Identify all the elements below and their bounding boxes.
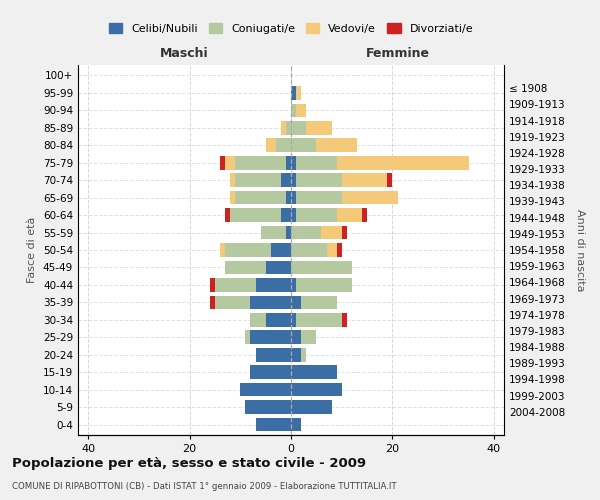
Bar [250, 366, 291, 379]
Bar [256, 418, 291, 432]
Bar [250, 330, 291, 344]
Bar [281, 174, 291, 187]
Bar [291, 191, 296, 204]
Bar [250, 296, 291, 309]
Bar [291, 348, 301, 362]
Bar [230, 191, 235, 204]
Bar [215, 296, 250, 309]
Bar [281, 121, 286, 134]
Bar [250, 313, 266, 326]
Bar [291, 366, 337, 379]
Bar [286, 226, 291, 239]
Bar [342, 226, 347, 239]
Bar [260, 226, 286, 239]
Bar [337, 156, 469, 170]
Bar [240, 383, 291, 396]
Bar [291, 138, 316, 152]
Bar [235, 156, 286, 170]
Bar [322, 226, 342, 239]
Bar [291, 400, 332, 414]
Y-axis label: Anni di nascita: Anni di nascita [575, 209, 585, 291]
Bar [296, 156, 337, 170]
Bar [296, 174, 342, 187]
Bar [245, 330, 250, 344]
Bar [220, 243, 225, 257]
Bar [291, 260, 352, 274]
Bar [235, 174, 281, 187]
Bar [296, 191, 342, 204]
Bar [296, 86, 301, 100]
Bar [316, 138, 357, 152]
Bar [281, 208, 291, 222]
Bar [286, 191, 291, 204]
Bar [342, 191, 398, 204]
Bar [210, 278, 215, 291]
Bar [291, 121, 306, 134]
Bar [326, 243, 337, 257]
Bar [296, 208, 337, 222]
Bar [301, 330, 316, 344]
Bar [286, 156, 291, 170]
Bar [225, 156, 235, 170]
Bar [291, 330, 301, 344]
Bar [301, 296, 337, 309]
Y-axis label: Fasce di età: Fasce di età [28, 217, 37, 283]
Bar [210, 296, 215, 309]
Bar [362, 208, 367, 222]
Bar [342, 313, 347, 326]
Text: COMUNE DI RIPABOTTONI (CB) - Dati ISTAT 1° gennaio 2009 - Elaborazione TUTTITALI: COMUNE DI RIPABOTTONI (CB) - Dati ISTAT … [12, 482, 397, 491]
Bar [306, 121, 332, 134]
Legend: Celibi/Nubili, Coniugati/e, Vedovi/e, Divorziati/e: Celibi/Nubili, Coniugati/e, Vedovi/e, Di… [104, 19, 478, 38]
Bar [276, 138, 291, 152]
Bar [256, 348, 291, 362]
Bar [271, 243, 291, 257]
Text: Maschi: Maschi [160, 47, 209, 60]
Bar [291, 86, 296, 100]
Text: Femmine: Femmine [365, 47, 430, 60]
Bar [337, 208, 362, 222]
Bar [301, 348, 306, 362]
Bar [291, 104, 296, 117]
Bar [266, 138, 276, 152]
Bar [291, 278, 296, 291]
Bar [225, 260, 266, 274]
Bar [291, 208, 296, 222]
Bar [266, 260, 291, 274]
Bar [225, 208, 230, 222]
Bar [225, 243, 271, 257]
Bar [296, 104, 306, 117]
Bar [266, 313, 291, 326]
Bar [291, 174, 296, 187]
Bar [220, 156, 225, 170]
Bar [256, 278, 291, 291]
Text: Popolazione per età, sesso e stato civile - 2009: Popolazione per età, sesso e stato civil… [12, 458, 366, 470]
Bar [291, 156, 296, 170]
Bar [342, 174, 388, 187]
Bar [291, 243, 326, 257]
Bar [291, 383, 342, 396]
Bar [388, 174, 392, 187]
Bar [215, 278, 256, 291]
Bar [230, 208, 281, 222]
Bar [286, 121, 291, 134]
Bar [291, 226, 322, 239]
Bar [235, 191, 286, 204]
Bar [296, 313, 342, 326]
Bar [296, 278, 352, 291]
Bar [291, 418, 301, 432]
Bar [230, 174, 235, 187]
Bar [337, 243, 342, 257]
Bar [245, 400, 291, 414]
Bar [291, 296, 301, 309]
Bar [291, 313, 296, 326]
